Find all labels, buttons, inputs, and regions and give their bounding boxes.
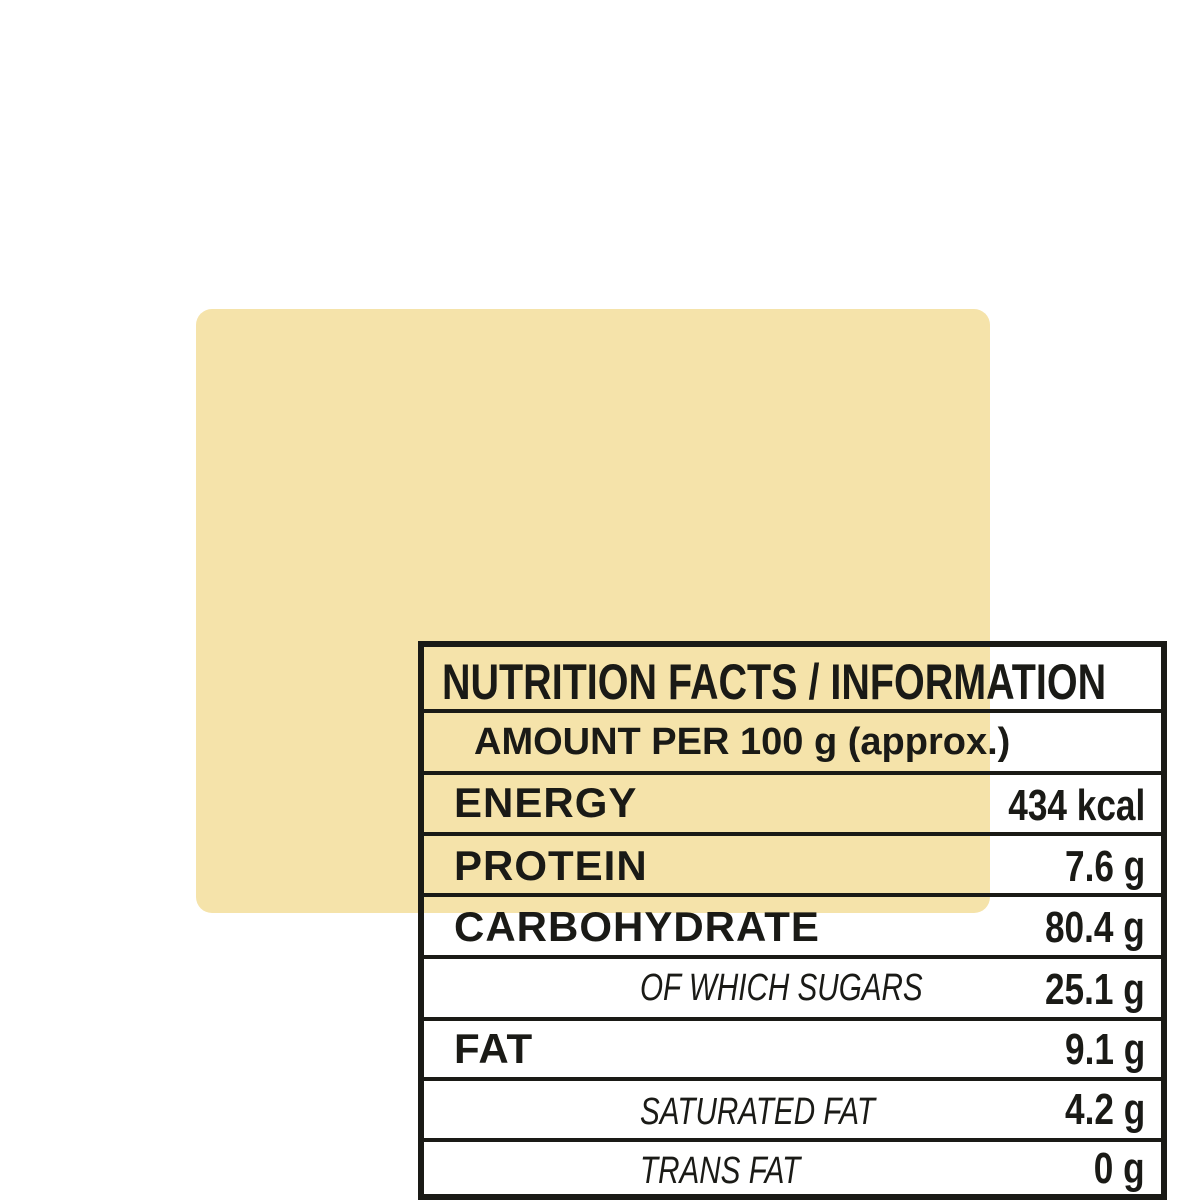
nutrient-value: 9.1 g xyxy=(1064,1025,1145,1074)
table-row: SATURATED FAT 4.2 g xyxy=(424,1077,1161,1138)
nutrient-label: ENERGY xyxy=(454,779,638,826)
nutrient-value: 0 g xyxy=(1094,1144,1145,1193)
serving-size: AMOUNT PER 100 g (approx.) xyxy=(474,721,1011,763)
nutrition-label: NUTRITION FACTS / INFORMATION AMOUNT PER… xyxy=(196,309,1167,1200)
title-row: NUTRITION FACTS / INFORMATION xyxy=(424,647,1161,710)
nutrient-value: 80.4 g xyxy=(1045,903,1145,952)
nutrient-label: PROTEIN xyxy=(454,842,648,889)
nutrient-sublabel: OF WHICH SUGARS xyxy=(640,967,923,1009)
table-title: NUTRITION FACTS / INFORMATION xyxy=(442,654,1107,710)
nutrient-label: FAT xyxy=(454,1025,534,1072)
table-row: TRANS FAT 0 g xyxy=(424,1138,1161,1194)
table-row: FAT 9.1 g xyxy=(424,1017,1161,1077)
serving-row: AMOUNT PER 100 g (approx.) xyxy=(424,709,1161,771)
table-row: CARBOHYDRATE 80.4 g xyxy=(424,893,1161,955)
nutrient-sublabel: SATURATED FAT xyxy=(640,1091,875,1133)
table-row: ENERGY 434 kcal xyxy=(424,771,1161,832)
nutrient-value: 7.6 g xyxy=(1064,842,1145,891)
nutrient-value: 4.2 g xyxy=(1064,1085,1145,1134)
table-row: OF WHICH SUGARS 25.1 g xyxy=(424,955,1161,1017)
nutrient-label: CARBOHYDRATE xyxy=(454,903,820,950)
table-row: PROTEIN 7.6 g xyxy=(424,832,1161,893)
nutrient-value: 25.1 g xyxy=(1045,965,1145,1014)
nutrient-sublabel: TRANS FAT xyxy=(640,1150,801,1192)
nutrition-table: NUTRITION FACTS / INFORMATION AMOUNT PER… xyxy=(418,641,1167,1200)
nutrient-value: 434 kcal xyxy=(1007,781,1145,830)
